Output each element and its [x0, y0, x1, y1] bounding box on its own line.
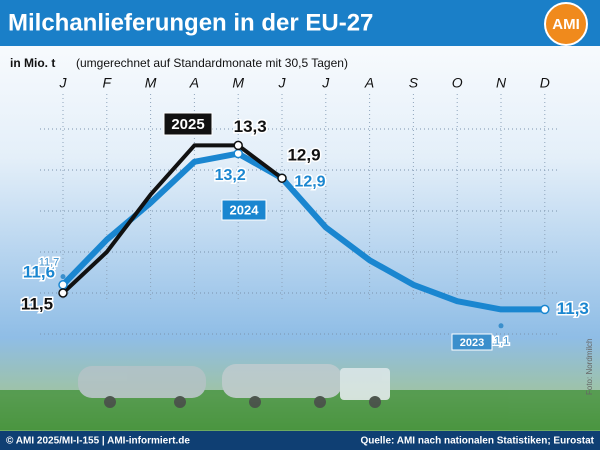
subtitle: (umgerechnet auf Standardmonate mit 30,5… [76, 56, 348, 70]
point [233, 140, 243, 151]
legend-tag [221, 199, 267, 221]
x-tick-label: N [496, 75, 507, 91]
point [277, 173, 287, 183]
data-label: 11,3 [557, 299, 589, 318]
logo-text: AMI [552, 16, 580, 33]
data-label: 11,6 [23, 262, 55, 281]
x-tick-label: M [145, 75, 157, 91]
series-line [61, 143, 284, 295]
legend-label: 2023 [460, 337, 484, 349]
x-tick-label: F [103, 75, 113, 91]
x-tick-label: S [409, 75, 419, 91]
point [60, 274, 66, 280]
x-tick-label: M [232, 75, 244, 91]
data-label: 11,5 [21, 294, 53, 313]
point [58, 288, 68, 298]
legend-label: 2024 [230, 202, 260, 217]
legend-label: 2025 [171, 116, 204, 133]
x-tick-label: A [189, 75, 199, 91]
data-label: 13,2 [215, 167, 246, 184]
chart-title: Milchanlieferungen in der EU-27 [8, 9, 373, 36]
photo-credit: Foto: Nordmilch [585, 339, 594, 395]
header-bar [0, 0, 600, 46]
point [540, 304, 550, 315]
footer-right: Quelle: AMI nach nationalen Statistiken;… [360, 436, 594, 447]
series-line [60, 150, 548, 313]
legend-tag [163, 112, 213, 136]
data-label: 11,7 [39, 257, 60, 269]
point [498, 323, 504, 329]
data-label: 11,1 [489, 336, 510, 348]
x-tick-label: J [278, 75, 287, 91]
data-label: 12,9 [294, 173, 325, 190]
data-label: 12,9 [287, 146, 320, 165]
trucks [0, 364, 600, 430]
legend-tag [451, 333, 493, 351]
footer-left: © AMI 2025/MI-I-155 | AMI-informiert.de [6, 436, 190, 447]
x-tick-label: O [452, 75, 463, 91]
point [58, 280, 68, 290]
x-tick-label: J [321, 75, 330, 91]
x-tick-label: J [59, 75, 68, 91]
point [233, 148, 243, 159]
x-tick-label: A [364, 75, 374, 91]
x-tick-label: D [540, 75, 550, 91]
unit: in Mio. t [10, 56, 55, 70]
footer-bar [0, 431, 600, 450]
logo [544, 2, 588, 46]
data-label: 13,3 [234, 117, 267, 136]
